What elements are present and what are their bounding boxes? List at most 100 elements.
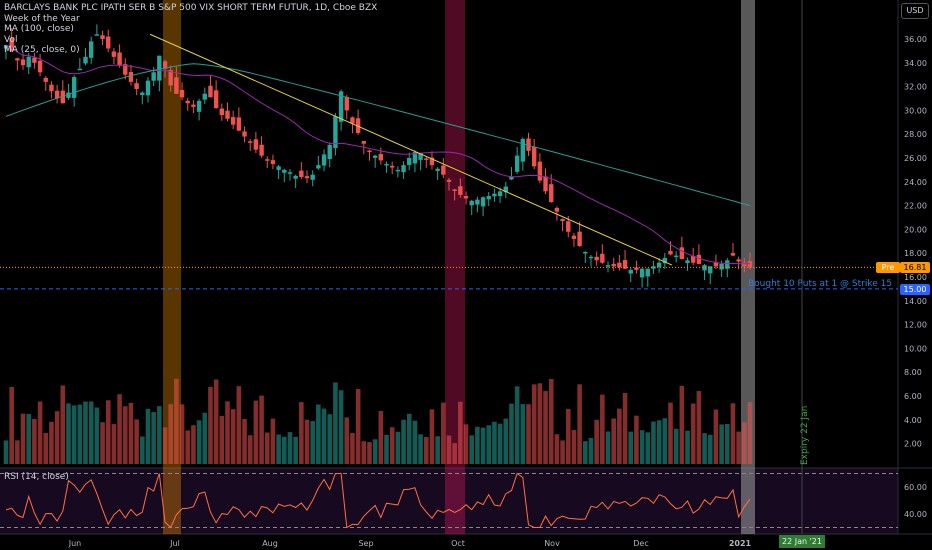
candle-body bbox=[20, 59, 26, 66]
expiry-annotation: Expiry 22 Jan bbox=[800, 405, 810, 465]
volume-bar bbox=[480, 427, 486, 464]
volume-bar bbox=[713, 409, 719, 464]
candle-body bbox=[128, 72, 134, 82]
volume-bar bbox=[100, 422, 105, 464]
volume-bar bbox=[105, 400, 111, 464]
candle-body bbox=[645, 268, 650, 277]
time-tick-label: Oct bbox=[451, 539, 465, 548]
candle-body bbox=[162, 61, 168, 69]
time-tick-label: 2021 bbox=[729, 539, 752, 548]
candle-body bbox=[94, 34, 100, 36]
price-tick-label: 36.00 bbox=[904, 35, 927, 44]
volume-bar bbox=[145, 408, 151, 464]
time-tick-label: Dec bbox=[633, 539, 648, 548]
candle-body bbox=[486, 196, 491, 200]
candle-body bbox=[321, 154, 327, 166]
candle-body bbox=[673, 255, 679, 258]
indicator-vol[interactable]: Vol bbox=[4, 34, 18, 45]
candle-body bbox=[497, 191, 503, 197]
volume-bar bbox=[537, 383, 543, 464]
volume-bar bbox=[548, 378, 554, 464]
volume-bar bbox=[32, 418, 37, 464]
candle-body bbox=[333, 116, 338, 149]
candle-body bbox=[225, 110, 230, 119]
volume-bar bbox=[429, 409, 435, 464]
candle-body bbox=[179, 90, 185, 98]
indicator-ma100[interactable]: MA (100, close) bbox=[4, 24, 74, 34]
candle-body bbox=[236, 117, 242, 131]
volume-bar bbox=[321, 408, 327, 464]
volume-bar bbox=[88, 401, 94, 464]
price-tick-label: 20.00 bbox=[904, 225, 927, 234]
candle-body bbox=[242, 131, 247, 137]
ma100-line bbox=[5, 63, 751, 207]
candle-body bbox=[208, 85, 213, 98]
volume-bar bbox=[225, 401, 230, 464]
price-tick-label: 10.00 bbox=[904, 344, 927, 353]
volume-bar bbox=[270, 418, 276, 464]
candle-body bbox=[43, 77, 48, 82]
candle-body bbox=[554, 207, 560, 212]
candle-body bbox=[446, 179, 452, 182]
indicator-week[interactable]: Week of the Year bbox=[4, 13, 80, 24]
volume-bar bbox=[662, 418, 668, 464]
time-tick-label: Aug bbox=[262, 539, 278, 548]
price-tick-label: 22.00 bbox=[904, 202, 927, 211]
volume-bar bbox=[514, 386, 520, 464]
candle-body bbox=[691, 255, 696, 263]
volume-bar bbox=[384, 434, 389, 464]
volume-bar bbox=[43, 432, 49, 464]
candle-body bbox=[49, 84, 54, 92]
candle-body bbox=[509, 177, 514, 180]
candle-body bbox=[713, 262, 719, 267]
volume-bar bbox=[458, 401, 463, 464]
pre-market-badge: Pre bbox=[876, 262, 900, 273]
candle-body bbox=[736, 259, 741, 262]
candle-body bbox=[219, 108, 225, 116]
candle-body bbox=[469, 200, 474, 206]
volume-bar bbox=[259, 395, 264, 464]
candle-body bbox=[605, 265, 611, 267]
position-annotation: Bought 10 Puts at 1 @ Strike 15 bbox=[748, 279, 893, 289]
rsi-label[interactable]: RSI (14, close) bbox=[4, 472, 69, 482]
price-tick-label: 2.00 bbox=[904, 440, 922, 449]
volume-bar bbox=[475, 426, 480, 464]
volume-bar bbox=[71, 405, 77, 464]
candle-body bbox=[708, 266, 713, 274]
volume-bar bbox=[338, 390, 344, 464]
volume-bar bbox=[281, 436, 287, 464]
price-tick-label: 24.00 bbox=[904, 178, 927, 187]
candle-body bbox=[549, 184, 554, 203]
volume-bar bbox=[242, 419, 247, 464]
volume-bar bbox=[196, 420, 202, 464]
candle-body bbox=[327, 144, 332, 160]
currency-button[interactable]: USD bbox=[901, 3, 929, 19]
candle-body bbox=[594, 256, 599, 261]
volume-bar bbox=[724, 423, 730, 464]
volume-bar bbox=[26, 413, 32, 464]
volume-bar bbox=[179, 404, 185, 464]
trendline bbox=[149, 33, 673, 266]
volume-bar bbox=[15, 440, 20, 464]
volume-bar bbox=[389, 427, 395, 464]
candle-body bbox=[463, 196, 469, 199]
candle-body bbox=[71, 77, 77, 98]
price-tick-label: 16.00 bbox=[904, 273, 927, 282]
volume-bar bbox=[446, 435, 452, 464]
volume-bar bbox=[247, 435, 253, 464]
volume-bar bbox=[401, 419, 406, 464]
volume-bar bbox=[520, 404, 526, 464]
indicator-ma25[interactable]: MA (25, close, 0) bbox=[4, 45, 80, 55]
volume-bar bbox=[162, 427, 168, 464]
volume-bar bbox=[20, 413, 26, 464]
candle-body bbox=[514, 155, 520, 172]
candle-body bbox=[617, 262, 622, 268]
volume-bar bbox=[690, 403, 696, 464]
volume-bar bbox=[287, 432, 293, 464]
volume-bar bbox=[3, 440, 9, 464]
candle-body bbox=[350, 117, 355, 124]
rsi-tick-label: 40.00 bbox=[904, 510, 927, 519]
volume-bar bbox=[543, 391, 548, 464]
volume-bar bbox=[276, 434, 281, 464]
